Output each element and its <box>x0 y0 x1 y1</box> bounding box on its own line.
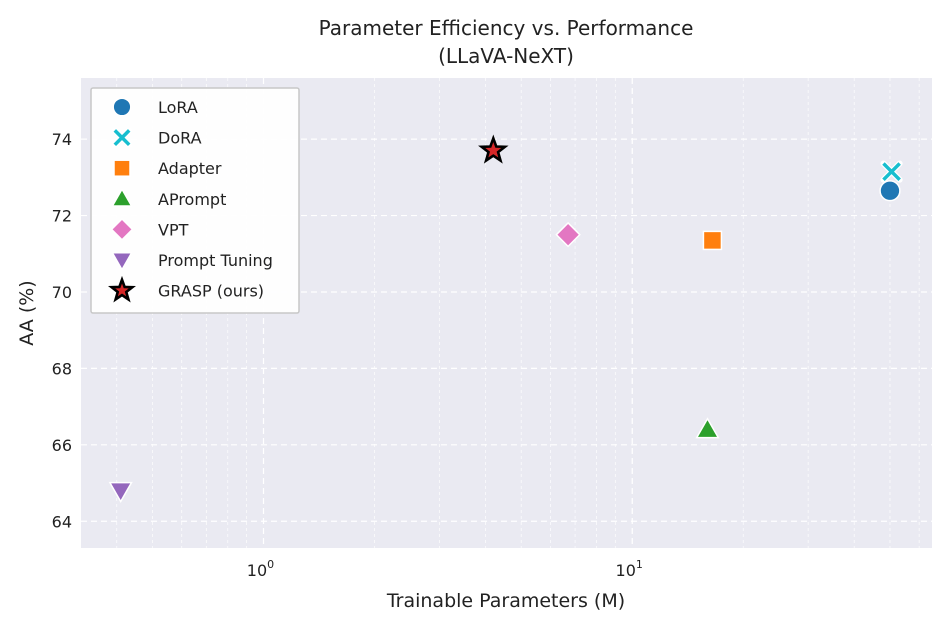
data-points <box>108 134 903 503</box>
x-tick-label: 100 <box>247 558 274 580</box>
legend-marker-dora <box>111 127 133 148</box>
legend-label-dora: DoRA <box>158 129 202 148</box>
legend-label-lora: LoRA <box>158 98 198 117</box>
chart-subtitle: (LLaVA-NeXT) <box>438 44 574 68</box>
legend-marker-vpt <box>110 217 134 241</box>
legend-marker-adapter <box>113 159 131 177</box>
point-lora <box>879 180 901 202</box>
point-vpt <box>555 221 581 248</box>
x-marker-stroke <box>882 162 901 181</box>
point-prompt-tuning <box>108 481 133 503</box>
y-tick-label: 72 <box>52 207 72 226</box>
star-marker-shape <box>108 275 136 303</box>
point-aprompt <box>695 417 720 439</box>
y-tick-label: 68 <box>52 359 72 378</box>
x-axis-label: Trainable Parameters (M) <box>386 590 625 612</box>
y-tick-label: 74 <box>52 130 72 149</box>
y-tick-label: 66 <box>52 436 72 455</box>
y-tick-label: 64 <box>52 512 72 531</box>
legend-box <box>90 87 300 314</box>
x-marker-stroke <box>113 129 131 147</box>
legend-label-adapter: Adapter <box>158 159 222 178</box>
chart-title: Parameter Efficiency vs. Performance <box>319 16 694 40</box>
star-marker-shape <box>478 134 509 164</box>
legend-marker-prompt-tuning <box>111 252 133 272</box>
legend-label-grasp-ours: GRASP (ours) <box>158 282 264 301</box>
point-dora <box>880 160 903 183</box>
legend-marker-grasp-ours <box>108 275 136 303</box>
legend-label-aprompt: APrompt <box>158 190 226 209</box>
legend-label-prompt-tuning: Prompt Tuning <box>158 251 273 270</box>
y-axis-label: AA (%) <box>16 280 38 345</box>
legend: LoRA DoRA Adapter APrompt VPT Prompt Tuning GR… <box>90 87 300 314</box>
legend-label-vpt: VPT <box>158 220 189 239</box>
x-axis-ticks: 100 101 <box>247 558 643 580</box>
legend-marker-lora <box>112 97 132 117</box>
y-tick-label: 70 <box>52 283 72 302</box>
point-adapter <box>702 230 723 251</box>
legend-marker-aprompt <box>111 187 133 207</box>
point-grasp-ours <box>478 134 509 164</box>
y-axis-ticks: 64 66 68 70 72 74 <box>52 130 72 531</box>
x-tick-label: 101 <box>616 558 643 580</box>
